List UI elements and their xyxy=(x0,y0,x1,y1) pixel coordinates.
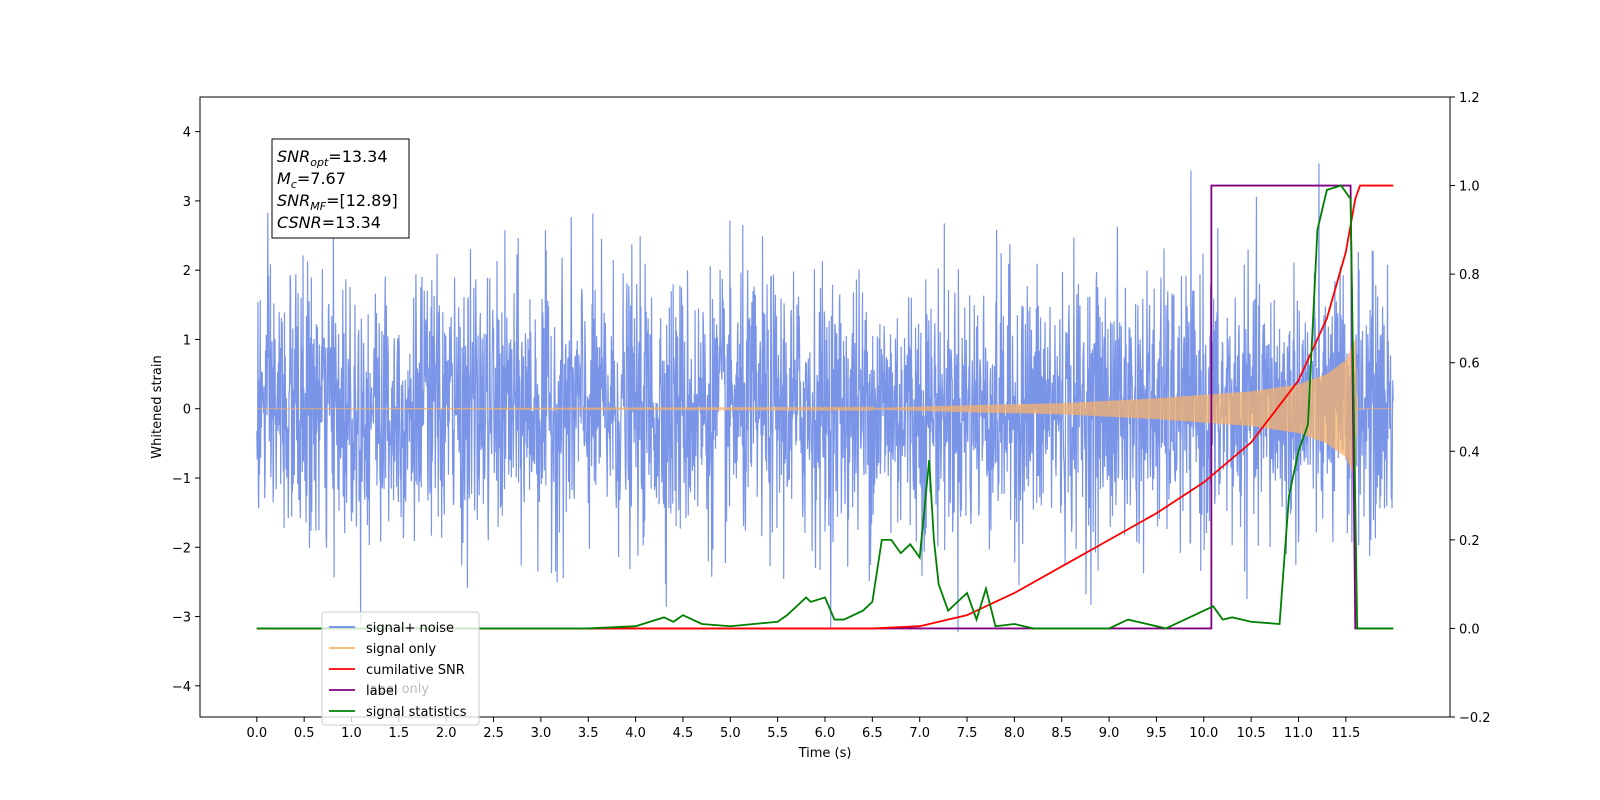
x-tick-label: 3.5 xyxy=(578,726,599,741)
x-tick-label: 7.5 xyxy=(957,726,978,741)
stats-box: SNRopt=13.34Mc=7.67SNRMF=[12.89]CSNR=13.… xyxy=(271,138,410,239)
legend-label: signal only xyxy=(366,642,436,657)
legend-label: signal statistics xyxy=(366,705,467,720)
x-tick-label: 1.0 xyxy=(341,726,362,741)
y-axis-ticks: 4 3 2 1 0 −1 −2 −3 −4 xyxy=(172,126,200,695)
x-tick-label: 0.5 xyxy=(294,726,315,741)
y-tick-label: −2 xyxy=(172,541,191,556)
y2-tick-label: 0.6 xyxy=(1459,357,1480,372)
x-tick-label: 1.5 xyxy=(389,726,410,741)
y-axis-label: Whitened strain xyxy=(150,355,165,458)
y2-axis-ticks: 1.2 1.0 0.8 0.6 0.4 0.2 0.0 −0.2 xyxy=(1450,91,1491,726)
x-axis-label: Time (s) xyxy=(798,746,852,761)
y2-tick-label: 1.0 xyxy=(1459,180,1480,195)
y-tick-label: 1 xyxy=(183,333,191,348)
y2-tick-label: 0.0 xyxy=(1459,622,1480,637)
y-tick-label: −3 xyxy=(172,611,191,626)
y2-tick-label: 1.2 xyxy=(1459,91,1480,106)
legend-frame xyxy=(321,611,480,726)
x-tick-label: 9.5 xyxy=(1146,726,1167,741)
x-tick-label: 11.5 xyxy=(1331,726,1360,741)
x-tick-label: 9.0 xyxy=(1099,726,1120,741)
signal-only-series xyxy=(256,339,1394,478)
x-tick-label: 10.5 xyxy=(1237,726,1266,741)
x-tick-label: 2.5 xyxy=(483,726,504,741)
x-tick-label: 8.5 xyxy=(1051,726,1072,741)
y-tick-label: 3 xyxy=(183,195,191,210)
y2-tick-label: 0.4 xyxy=(1459,445,1480,460)
y-tick-label: −4 xyxy=(172,680,191,695)
x-tick-label: 4.0 xyxy=(625,726,646,741)
legend-label: cumilative SNR xyxy=(366,663,465,678)
x-tick-label: 10.0 xyxy=(1189,726,1218,741)
legend-occluded-text: label only xyxy=(366,682,429,697)
y-tick-label: 4 xyxy=(183,126,191,141)
y2-tick-label: 0.8 xyxy=(1459,268,1480,283)
signal-noise-series xyxy=(256,163,1394,633)
stats-line: SNRMF=[12.89] xyxy=(277,191,398,213)
x-tick-label: 7.0 xyxy=(909,726,930,741)
x-tick-label: 5.0 xyxy=(720,726,741,741)
x-tick-label: 6.5 xyxy=(862,726,883,741)
x-tick-label: 0.0 xyxy=(246,726,267,741)
stats-line: CSNR=13.34 xyxy=(277,213,381,232)
legend-label: label xyxy=(366,684,397,699)
x-axis-ticks: 0.0 0.5 1.0 1.5 2.0 2.5 3.0 3.5 4.0 4.5 5.0 5.5 6.0 6… xyxy=(246,717,1360,741)
y-tick-label: 2 xyxy=(183,264,191,279)
right-axis-series xyxy=(256,184,1394,630)
y-tick-label: 0 xyxy=(183,403,191,418)
x-tick-label: 4.5 xyxy=(673,726,694,741)
y2-tick-label: −0.2 xyxy=(1459,711,1491,726)
x-tick-label: 2.0 xyxy=(436,726,457,741)
y-tick-label: −1 xyxy=(172,472,191,487)
legend-label: signal+ noise xyxy=(366,621,454,636)
x-tick-label: 5.5 xyxy=(767,726,788,741)
x-tick-label: 8.0 xyxy=(1004,726,1025,741)
x-tick-label: 6.0 xyxy=(815,726,836,741)
x-tick-label: 3.0 xyxy=(531,726,552,741)
x-tick-label: 11.0 xyxy=(1284,726,1313,741)
stats-line: SNRopt=13.34 xyxy=(277,147,388,169)
stats-line: Mc=7.67 xyxy=(277,169,346,191)
legend: label only signal+ noise signal only cumila… xyxy=(321,611,480,726)
signal-only-line xyxy=(256,339,1394,478)
y2-tick-label: 0.2 xyxy=(1459,534,1480,549)
signal-noise-line xyxy=(256,163,1394,633)
signal-statistics-line xyxy=(256,184,1394,630)
